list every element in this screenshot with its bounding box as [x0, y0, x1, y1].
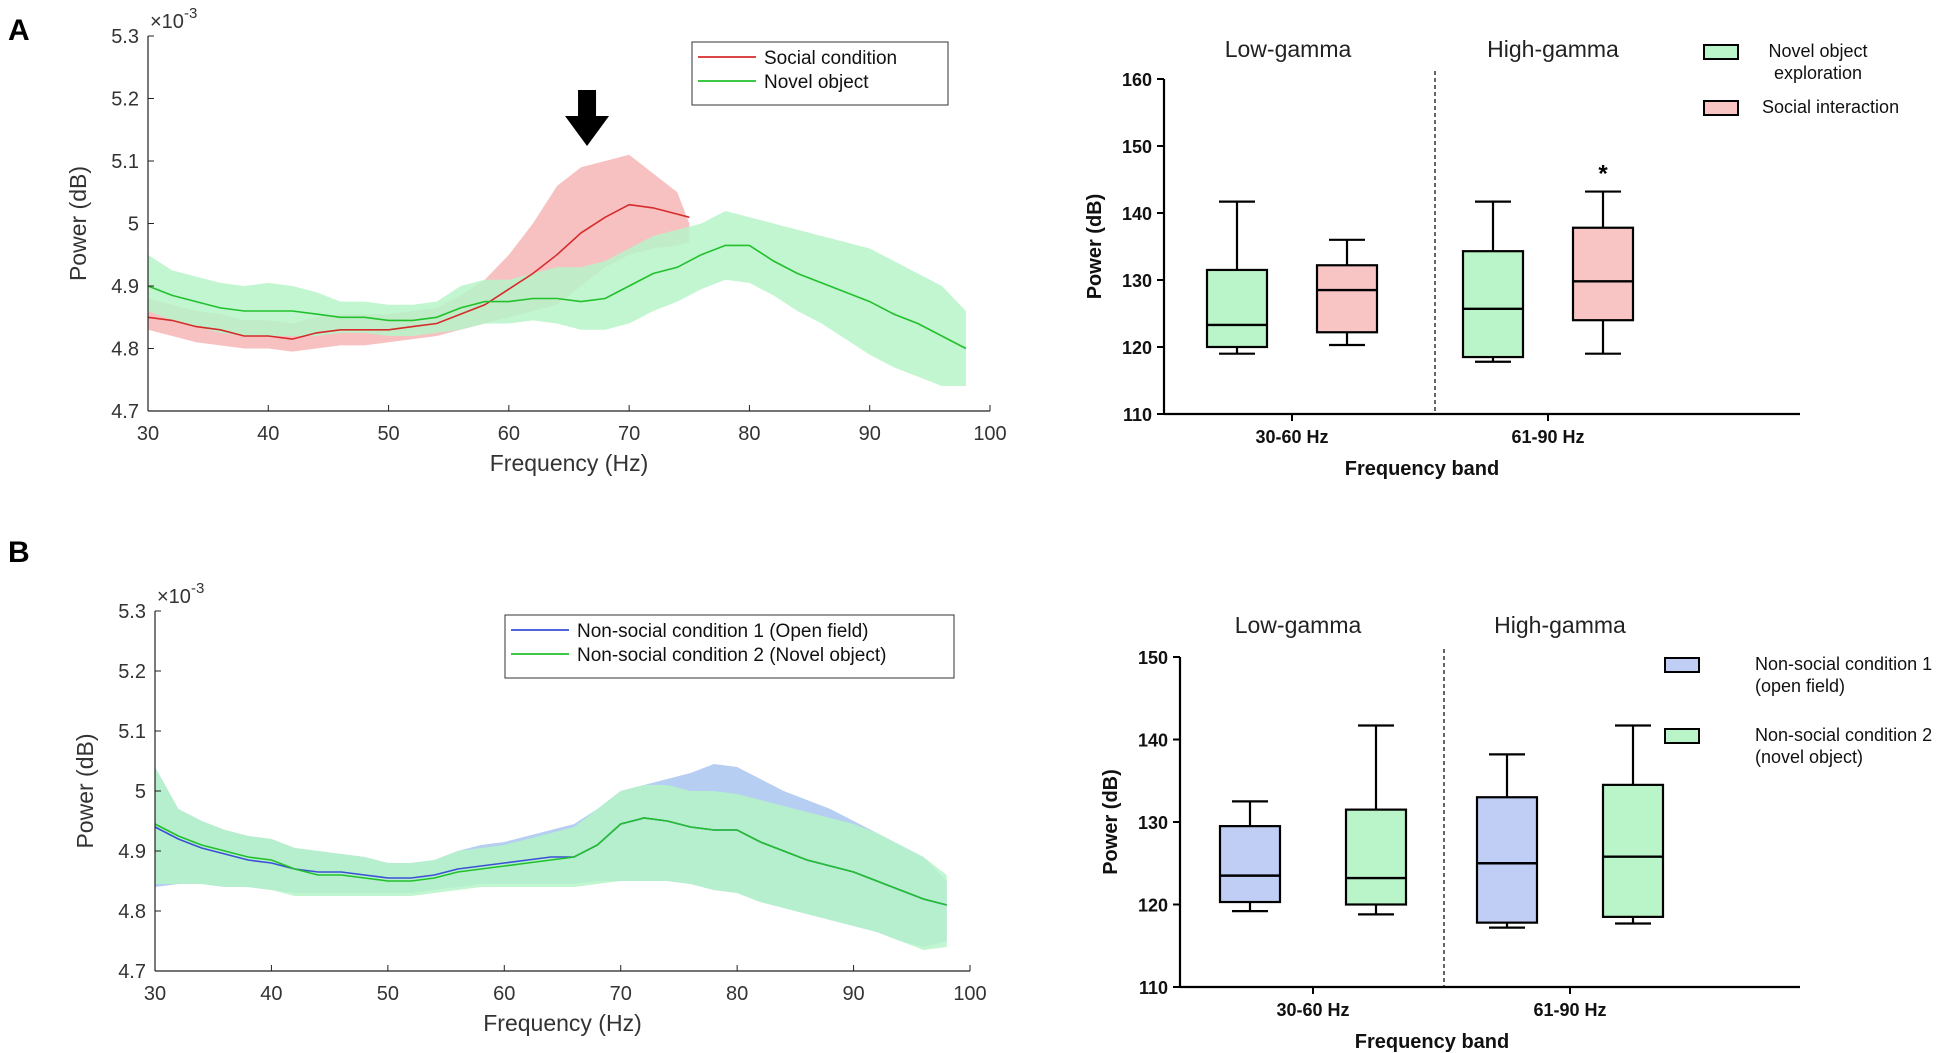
group-title-2: High-gamma	[1494, 612, 1626, 638]
group-title-1: Low-gamma	[1225, 36, 1352, 62]
legend-label-1: Social condition	[764, 48, 897, 69]
x-axis-label: Frequency band	[1345, 458, 1499, 480]
y-tick-label: 120	[1122, 338, 1152, 358]
y-tick-label: 150	[1122, 137, 1152, 157]
x-tick-label: 30	[137, 423, 159, 445]
significance-marker: *	[1598, 161, 1608, 188]
x-tick-label: 60	[493, 983, 515, 1005]
legend-swatch-2	[1703, 100, 1739, 116]
group-title-2: High-gamma	[1487, 36, 1619, 62]
box-iqr	[1571, 226, 1635, 322]
group-title-1: Low-gamma	[1235, 612, 1362, 638]
category-label-2: 61-90 Hz	[1533, 1000, 1606, 1020]
legend-box	[691, 41, 949, 106]
box-iqr	[1344, 808, 1408, 906]
series-line-2	[147, 244, 967, 350]
x-tick-label: 40	[257, 423, 279, 445]
box-iqr	[1205, 268, 1269, 349]
y-tick-label: 140	[1138, 731, 1168, 751]
legend-box	[504, 614, 955, 679]
y-tick-label: 160	[1122, 70, 1152, 90]
y-tick-label: 5.2	[111, 89, 139, 111]
y-tick-label: 5.2	[118, 661, 146, 683]
y-tick-label: 150	[1138, 648, 1168, 668]
scale-exponent: -3	[184, 5, 197, 22]
spectrum-chart-a: 30 40 50 60 70 80 90 100 4.7 4.8 4.9 5 5.1 5.2 5.3 ×10-…	[65, 5, 1007, 476]
y-axis-label: Power (dB)	[1100, 769, 1122, 875]
scale-note: ×10	[150, 11, 184, 33]
x-tick-label: 50	[377, 423, 399, 445]
y-tick-label: 4.7	[118, 961, 146, 983]
box-iqr	[1315, 264, 1379, 334]
y-tick-label: 5	[135, 781, 146, 803]
y-tick-label: 5.1	[118, 721, 146, 743]
legend-label-1: Novel object	[1768, 41, 1867, 61]
x-tick-label: 60	[498, 423, 520, 445]
confidence-band-2	[155, 767, 947, 950]
category-label-2: 61-90 Hz	[1511, 427, 1584, 447]
legend-swatch-2	[1664, 728, 1700, 744]
y-tick-label: 120	[1138, 896, 1168, 916]
x-tick-label: 70	[618, 423, 640, 445]
y-tick-label: 110	[1139, 978, 1168, 998]
legend-label-2: (novel object)	[1755, 747, 1863, 767]
x-tick-label: 80	[738, 423, 760, 445]
y-tick-label: 140	[1122, 204, 1152, 224]
x-tick-label: 90	[859, 423, 881, 445]
arrow-annotation	[565, 90, 610, 146]
y-tick-label: 4.8	[111, 339, 139, 361]
legend-swatch-1	[1664, 657, 1700, 673]
x-tick-label: 50	[377, 983, 399, 1005]
legend-label-1: (open field)	[1755, 676, 1845, 696]
scale-exponent: -3	[191, 580, 204, 597]
y-tick-label: 5	[128, 214, 139, 236]
y-axis-label: Power (dB)	[1084, 194, 1106, 300]
y-axis-label: Power (dB)	[65, 166, 91, 281]
x-tick-label: 90	[842, 983, 864, 1005]
category-label-1: 30-60 Hz	[1255, 427, 1328, 447]
y-axis-label: Power (dB)	[72, 733, 98, 848]
y-tick-label: 5.3	[118, 601, 146, 623]
series-line-2	[154, 817, 947, 906]
box-iqr	[1475, 796, 1539, 924]
x-tick-label: 40	[260, 983, 282, 1005]
x-tick-label: 100	[953, 983, 986, 1005]
spectrum-chart-b: 30 40 50 60 70 80 90 100 4.7 4.8 4.9 5 5.1 5.2 5.3 ×10-…	[72, 580, 987, 1036]
y-tick-label: 5.1	[111, 151, 139, 173]
x-tick-label: 100	[973, 423, 1006, 445]
legend-label-1: exploration	[1774, 63, 1862, 83]
legend-label-2: Non-social condition 2 (Novel object)	[577, 645, 886, 666]
y-tick-label: 110	[1123, 405, 1152, 425]
x-tick-label: 30	[144, 983, 166, 1005]
y-tick-label: 4.9	[111, 276, 139, 298]
legend-label-1: Non-social condition 1	[1755, 654, 1932, 674]
scale-note: ×10	[157, 586, 191, 608]
x-axis-label: Frequency (Hz)	[483, 1010, 641, 1036]
boxplot-chart-b: 110 120 130 140 150 30-60 Hz Low-gamma 61-90 Hz…	[1100, 612, 1932, 1053]
x-axis-label: Frequency band	[1355, 1031, 1509, 1053]
y-tick-label: 4.8	[118, 901, 146, 923]
y-tick-label: 4.7	[111, 401, 139, 423]
y-tick-label: 130	[1138, 813, 1168, 833]
legend-label-2: Social interaction	[1762, 97, 1899, 117]
x-tick-label: 70	[610, 983, 632, 1005]
box-iqr	[1601, 783, 1665, 918]
legend-swatch-1	[1703, 44, 1739, 60]
box-iqr	[1461, 250, 1525, 359]
y-tick-label: 130	[1122, 271, 1152, 291]
box-iqr	[1218, 825, 1282, 904]
category-label-1: 30-60 Hz	[1276, 1000, 1349, 1020]
boxplot-chart-a: 110 120 130 140 150 160 30-60 Hz Low-gamma 61-90…	[1084, 36, 1899, 480]
series-line-1	[147, 203, 690, 340]
legend-label-2: Non-social condition 2	[1755, 725, 1932, 745]
y-tick-label: 5.3	[111, 26, 139, 48]
legend-label-1: Non-social condition 1 (Open field)	[577, 621, 869, 642]
panel-label-a: A	[8, 14, 30, 47]
x-axis-label: Frequency (Hz)	[490, 450, 648, 476]
panel-label-b: B	[8, 536, 30, 569]
legend-label-2: Novel object	[764, 72, 869, 93]
y-tick-label: 4.9	[118, 841, 146, 863]
x-tick-label: 80	[726, 983, 748, 1005]
